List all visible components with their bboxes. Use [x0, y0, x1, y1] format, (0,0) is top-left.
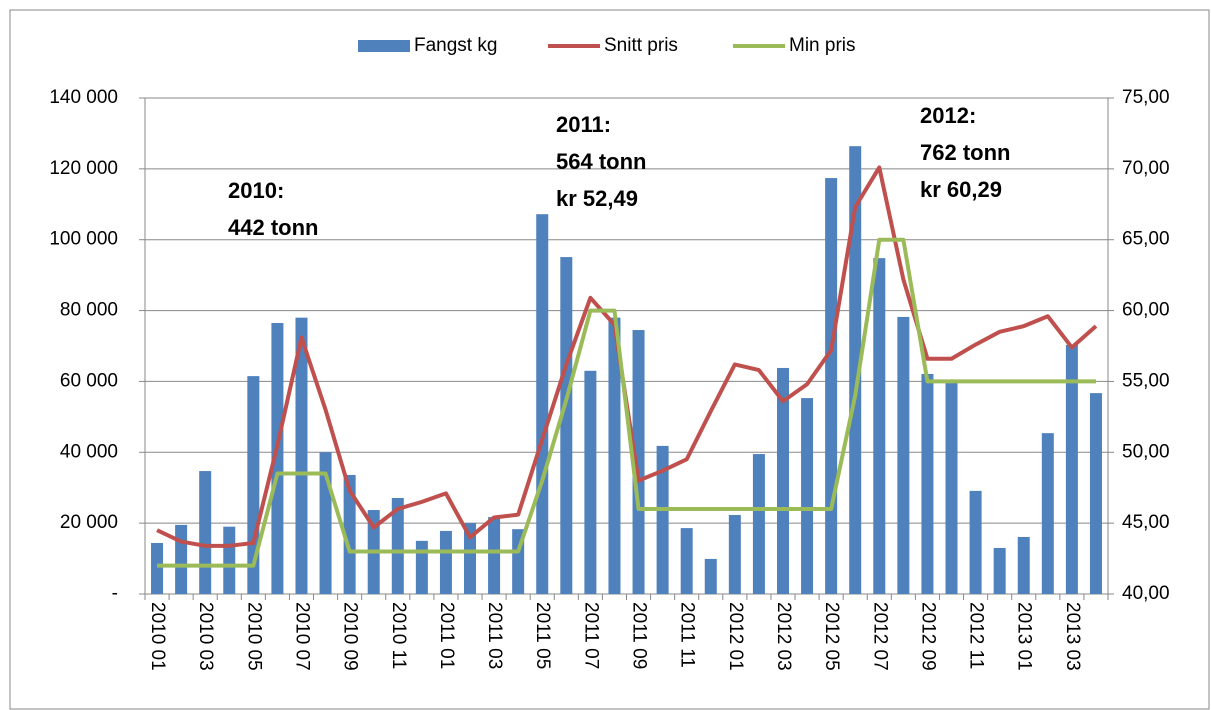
legend-swatch: [358, 40, 410, 52]
bar: [1065, 344, 1078, 594]
x-tick-label: 2011 09: [629, 602, 650, 669]
bar: [584, 370, 597, 594]
y2-tick-label: 75,00: [1122, 87, 1170, 108]
x-tick-label: 2011 03: [484, 602, 505, 669]
x-tick-label: 2012 07: [869, 602, 890, 671]
y-tick-label: 40 000: [60, 441, 118, 462]
annotation: 442 tonn: [228, 215, 318, 240]
x-tick-label: 2012 05: [821, 602, 842, 671]
y2-tick-label: 60,00: [1122, 300, 1170, 321]
bar: [439, 530, 452, 594]
annotation: 762 tonn: [920, 140, 1010, 165]
x-tick-label: 2012 09: [917, 602, 938, 671]
bar: [391, 497, 404, 594]
x-tick-label: 2011 01: [436, 602, 457, 669]
bar: [536, 214, 549, 594]
bar: [801, 398, 814, 594]
x-tick-label: 2012 01: [725, 602, 746, 671]
bar: [873, 258, 886, 594]
bar: [560, 257, 573, 594]
y2-tick-label: 55,00: [1122, 370, 1170, 391]
bar: [295, 317, 308, 594]
bar: [969, 490, 982, 594]
y-tick-label: 100 000: [49, 229, 118, 250]
bar: [488, 517, 501, 594]
bar: [680, 528, 693, 594]
bar: [921, 373, 934, 594]
x-tick-label: 2013 03: [1062, 602, 1083, 671]
bar: [897, 316, 910, 594]
bar: [656, 445, 669, 594]
x-tick-label: 2010 11: [388, 602, 409, 669]
y2-tick-label: 40,00: [1122, 583, 1170, 604]
y-tick-label: 80 000: [60, 300, 118, 321]
bar: [151, 542, 164, 594]
y-tick-label: -: [112, 583, 118, 604]
bar: [825, 178, 838, 594]
bar: [1089, 393, 1102, 594]
bar: [175, 524, 188, 594]
bar: [704, 558, 717, 594]
bar: [608, 317, 621, 594]
x-tick-label: 2010 09: [340, 602, 361, 671]
y-tick-label: 60 000: [60, 370, 118, 391]
bar: [271, 322, 284, 594]
bar: [993, 547, 1006, 594]
y-tick-label: 20 000: [60, 512, 118, 533]
bar: [728, 514, 741, 594]
bar: [945, 380, 958, 594]
x-tick-label: 2013 01: [1014, 602, 1035, 671]
annotation: 564 tonn: [556, 149, 646, 174]
x-tick-label: 2012 11: [966, 602, 987, 669]
bar: [1041, 433, 1054, 594]
y-tick-label: 140 000: [49, 87, 118, 108]
legend-label: Min pris: [789, 35, 856, 56]
bar: [199, 471, 212, 594]
y2-tick-label: 70,00: [1122, 158, 1170, 179]
bar: [849, 146, 862, 594]
annotation: 2010:: [228, 178, 284, 203]
y2-tick-label: 45,00: [1122, 512, 1170, 533]
annotation: 2012:: [920, 103, 976, 128]
bar: [343, 474, 356, 594]
annotation: kr 52,49: [556, 186, 638, 211]
y2-tick-label: 50,00: [1122, 441, 1170, 462]
legend-label: Snitt pris: [604, 35, 678, 56]
annotation: kr 60,29: [920, 177, 1002, 202]
bar: [776, 367, 789, 594]
x-tick-label: 2011 07: [580, 602, 601, 669]
line-series: [157, 237, 1096, 568]
bar: [632, 330, 645, 594]
y-tick-label: 120 000: [49, 158, 118, 179]
bar: [1017, 536, 1030, 594]
y2-tick-label: 65,00: [1122, 229, 1170, 250]
bar: [415, 540, 428, 594]
x-tick-label: 2010 05: [243, 602, 264, 671]
annotation: 2011:: [556, 112, 611, 137]
bar: [464, 523, 477, 594]
x-tick-label: 2010 03: [195, 602, 216, 671]
x-tick-label: 2010 01: [147, 602, 168, 671]
x-tick-label: 2010 07: [291, 602, 312, 671]
legend-label: Fangst kg: [414, 35, 497, 56]
bar: [223, 526, 236, 594]
bar: [247, 376, 260, 594]
x-tick-label: 2012 03: [773, 602, 794, 671]
x-tick-label: 2011 11: [677, 602, 698, 668]
bar: [752, 454, 765, 594]
x-tick-label: 2011 05: [532, 602, 553, 669]
